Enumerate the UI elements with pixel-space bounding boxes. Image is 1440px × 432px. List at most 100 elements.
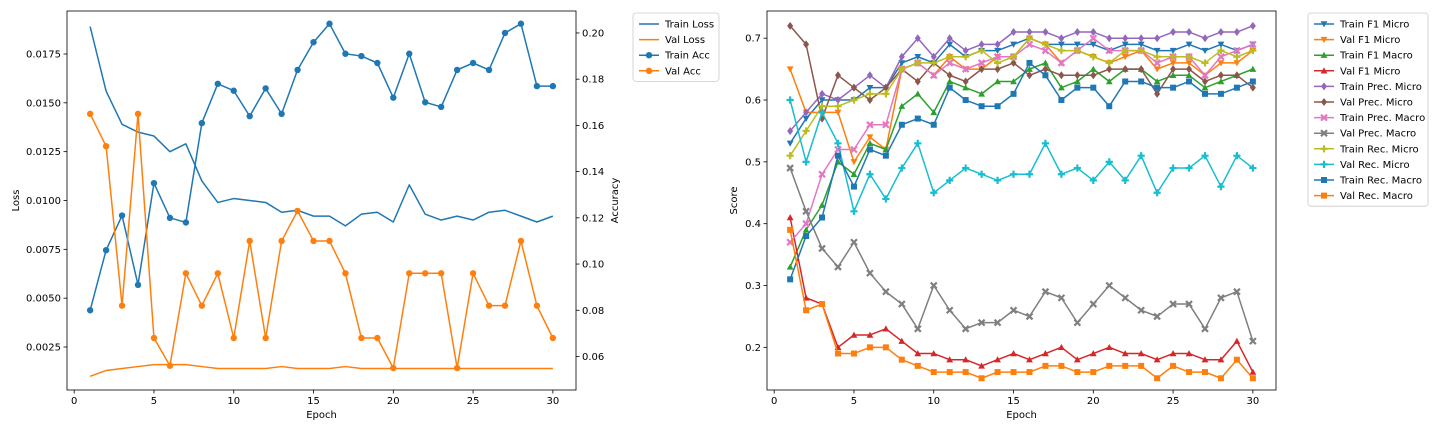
data-point bbox=[102, 142, 110, 150]
data-point bbox=[1121, 46, 1129, 55]
data-point bbox=[1122, 34, 1129, 43]
data-point bbox=[374, 334, 381, 342]
data-point bbox=[882, 146, 890, 153]
data-point bbox=[1185, 71, 1193, 79]
data-point bbox=[1073, 318, 1082, 327]
y2-tick-label: 0.08 bbox=[582, 306, 604, 317]
data-point bbox=[549, 82, 557, 90]
data-point bbox=[1249, 65, 1257, 72]
data-point bbox=[898, 102, 906, 109]
data-point bbox=[1201, 84, 1209, 91]
data-point bbox=[358, 334, 365, 342]
data-point bbox=[1058, 97, 1065, 104]
x-tick-label: 10 bbox=[227, 396, 240, 407]
data-point bbox=[1089, 65, 1097, 72]
legend-marker bbox=[1321, 82, 1327, 91]
data-point bbox=[866, 134, 874, 141]
data-point bbox=[914, 54, 922, 61]
data-point bbox=[834, 102, 842, 110]
data-point bbox=[1010, 41, 1017, 48]
data-point bbox=[787, 21, 794, 30]
data-point bbox=[866, 170, 874, 178]
data-point bbox=[437, 103, 445, 111]
legend-label: Train Loss bbox=[664, 20, 714, 31]
legend-marker bbox=[1320, 67, 1328, 74]
data-point bbox=[930, 52, 937, 61]
data-point bbox=[946, 356, 954, 363]
data-point bbox=[166, 214, 174, 222]
data-point bbox=[1057, 294, 1066, 302]
data-point bbox=[962, 46, 969, 55]
data-point bbox=[1201, 71, 1209, 80]
x-tick-label: 30 bbox=[546, 396, 559, 407]
data-point bbox=[850, 170, 858, 177]
data-point bbox=[866, 331, 874, 338]
data-point bbox=[1090, 369, 1097, 376]
legend-label: Val F1 Micro bbox=[1340, 66, 1400, 77]
left-x-axis-label: Epoch bbox=[306, 410, 337, 421]
data-point bbox=[946, 34, 953, 43]
data-point bbox=[993, 52, 1002, 61]
data-point bbox=[1185, 53, 1193, 61]
data-point bbox=[1010, 369, 1017, 376]
y-tick-label: 0.6 bbox=[745, 96, 761, 107]
y2-tick-label: 0.10 bbox=[582, 260, 604, 271]
data-point bbox=[978, 103, 985, 110]
legend-label: Val Prec. Micro bbox=[1340, 98, 1413, 109]
data-point bbox=[882, 195, 890, 203]
y2-tick-label: 0.18 bbox=[582, 75, 604, 86]
data-point bbox=[1217, 294, 1225, 302]
data-point bbox=[1010, 58, 1017, 67]
legend-marker bbox=[1321, 98, 1327, 106]
data-point bbox=[994, 103, 1001, 110]
x-tick-label: 5 bbox=[151, 396, 157, 407]
data-point bbox=[1201, 356, 1209, 363]
data-point bbox=[850, 331, 858, 338]
legend-marker bbox=[1320, 36, 1328, 43]
legend-label: Train Rec. Macro bbox=[1339, 176, 1422, 187]
y-tick-label: 0.2 bbox=[745, 343, 761, 354]
data-point bbox=[1154, 84, 1161, 91]
data-point bbox=[294, 66, 301, 74]
data-point bbox=[882, 325, 890, 332]
data-point bbox=[422, 99, 429, 106]
data-point bbox=[978, 170, 986, 178]
data-point bbox=[1042, 362, 1049, 369]
data-point bbox=[786, 214, 794, 221]
series-7 bbox=[786, 164, 1257, 345]
data-point bbox=[1073, 78, 1081, 85]
data-point bbox=[1170, 84, 1177, 91]
data-point bbox=[994, 65, 1001, 74]
data-point bbox=[1186, 78, 1193, 85]
data-point bbox=[1137, 41, 1145, 48]
data-point bbox=[1105, 158, 1113, 166]
y2-tick-label: 0.20 bbox=[582, 28, 604, 39]
data-point bbox=[118, 302, 126, 309]
data-point bbox=[1217, 41, 1225, 48]
data-point bbox=[786, 96, 794, 104]
y-tick-label: 0.0100 bbox=[26, 196, 61, 207]
data-point bbox=[1057, 170, 1065, 178]
legend-marker bbox=[645, 67, 653, 75]
legend-label: Val Acc bbox=[665, 66, 701, 77]
data-point bbox=[898, 121, 905, 128]
data-point bbox=[866, 90, 874, 98]
data-point bbox=[1026, 59, 1033, 66]
series-line bbox=[89, 26, 554, 227]
data-point bbox=[898, 60, 906, 67]
legend-entry: Train Prec. Micro bbox=[1314, 82, 1422, 93]
data-point bbox=[819, 301, 826, 308]
x-tick-label: 15 bbox=[307, 396, 320, 407]
y-tick-label: 0.3 bbox=[745, 281, 761, 292]
data-point bbox=[978, 90, 986, 97]
data-point bbox=[1025, 34, 1034, 42]
data-point bbox=[1233, 71, 1240, 80]
data-point bbox=[1105, 343, 1113, 351]
data-point bbox=[945, 306, 954, 315]
data-point bbox=[946, 41, 954, 48]
data-point bbox=[1249, 83, 1256, 92]
data-point bbox=[818, 170, 826, 179]
data-point bbox=[803, 307, 810, 314]
data-point bbox=[898, 356, 905, 363]
